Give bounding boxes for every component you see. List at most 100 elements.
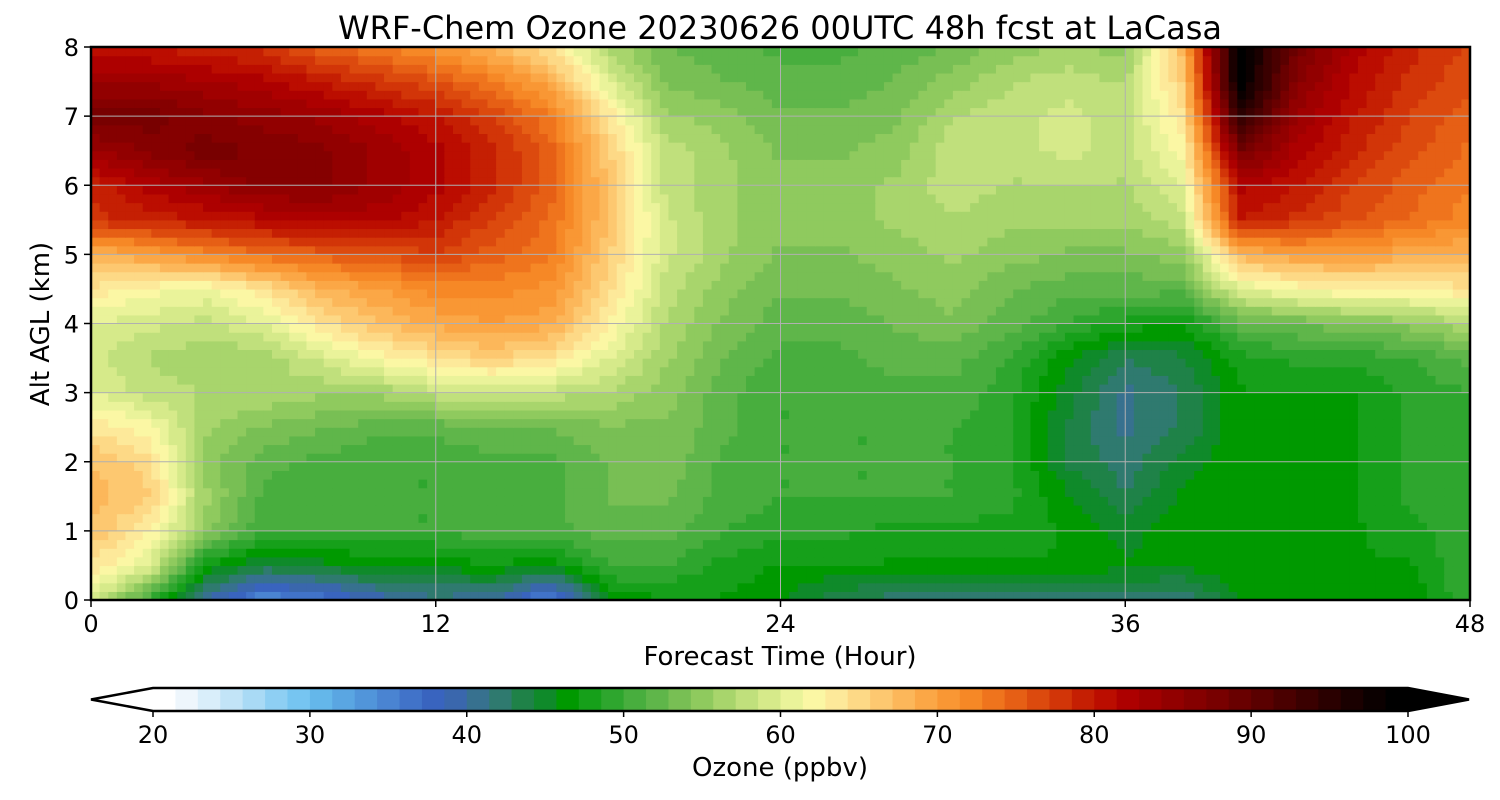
- heatmap-cell: [280, 591, 290, 601]
- heatmap-cell: [1349, 409, 1359, 420]
- heatmap-cell: [1056, 530, 1066, 541]
- heatmap-cell: [168, 453, 178, 463]
- heatmap-cell: [918, 366, 928, 376]
- heatmap-cell: [125, 340, 135, 351]
- heatmap-cell: [521, 444, 532, 454]
- heatmap-cell: [1082, 401, 1092, 411]
- heatmap-cell: [1064, 392, 1075, 402]
- heatmap-cell: [556, 392, 566, 402]
- heatmap-cell: [599, 349, 609, 359]
- heatmap-cell: [806, 418, 816, 428]
- heatmap-cell: [530, 332, 540, 342]
- heatmap-cell: [340, 401, 351, 411]
- heatmap-cell: [1116, 453, 1126, 463]
- heatmap-cell: [1099, 548, 1109, 558]
- heatmap-cell: [832, 470, 842, 480]
- heatmap-cell: [1323, 375, 1333, 385]
- heatmap-cell: [754, 539, 764, 549]
- heatmap-cell: [159, 470, 170, 480]
- heatmap-cell: [883, 358, 894, 368]
- heatmap-cell: [1039, 418, 1049, 428]
- heatmap-cell: [478, 427, 489, 437]
- heatmap-cell: [892, 582, 902, 592]
- heatmap-cell: [832, 548, 842, 558]
- heatmap-cell: [375, 522, 385, 532]
- heatmap-cell: [1254, 332, 1264, 342]
- heatmap-cell: [771, 392, 782, 402]
- heatmap-cell: [1237, 582, 1247, 592]
- heatmap-cell: [1125, 530, 1135, 541]
- heatmap-cell: [1323, 487, 1333, 497]
- heatmap-cell: [625, 582, 635, 592]
- heatmap-cell: [616, 392, 626, 402]
- heatmap-cell: [1306, 409, 1316, 420]
- heatmap-cell: [1073, 522, 1083, 532]
- heatmap-cell: [892, 340, 902, 351]
- heatmap-cell: [1108, 340, 1118, 351]
- heatmap-cell: [806, 444, 816, 454]
- heatmap-cell: [573, 340, 583, 351]
- heatmap-cell: [99, 513, 109, 523]
- heatmap-cell: [108, 453, 118, 463]
- heatmap-cell: [1142, 358, 1152, 368]
- heatmap-cell: [366, 539, 377, 549]
- heatmap-cell: [1211, 565, 1221, 575]
- heatmap-cell: [521, 401, 532, 411]
- heatmap-cell: [1392, 591, 1402, 601]
- heatmap-cell: [194, 504, 204, 515]
- heatmap-cell: [185, 591, 196, 601]
- heatmap-cell: [866, 539, 876, 549]
- heatmap-cell: [168, 375, 178, 385]
- heatmap-cell: [1004, 409, 1014, 420]
- heatmap-cell: [1202, 409, 1213, 420]
- heatmap-cell: [1168, 513, 1178, 523]
- heatmap-cell: [901, 565, 911, 575]
- heatmap-cell: [565, 574, 575, 584]
- heatmap-cell: [1245, 453, 1256, 463]
- heatmap-cell: [1004, 427, 1014, 437]
- heatmap-cell: [220, 556, 230, 567]
- heatmap-cell: [918, 332, 928, 342]
- heatmap-cell: [1254, 513, 1264, 523]
- heatmap-cell: [1125, 574, 1135, 584]
- heatmap-cell: [875, 591, 885, 601]
- heatmap-cell: [99, 358, 109, 368]
- heatmap-cell: [461, 392, 471, 402]
- heatmap-cell: [677, 409, 687, 420]
- heatmap-cell: [1401, 539, 1411, 549]
- heatmap-cell: [409, 383, 420, 394]
- heatmap-cell: [271, 479, 282, 489]
- heatmap-cell: [220, 574, 230, 584]
- heatmap-cell: [461, 565, 471, 575]
- heatmap-cell: [978, 513, 988, 523]
- heatmap-cell: [737, 530, 747, 541]
- heatmap-cell: [616, 513, 626, 523]
- heatmap-cell: [1289, 427, 1299, 437]
- heatmap-cell: [1444, 470, 1454, 480]
- heatmap-cell: [1237, 409, 1247, 420]
- heatmap-cell: [340, 383, 351, 394]
- heatmap-cell: [582, 332, 592, 342]
- heatmap-cell: [1064, 530, 1075, 541]
- heatmap-cell: [1401, 340, 1411, 351]
- heatmap-cell: [401, 461, 411, 471]
- heatmap-cell: [590, 470, 601, 480]
- heatmap-cell: [952, 453, 963, 463]
- heatmap-cell: [780, 582, 790, 592]
- heatmap-cell: [263, 453, 273, 463]
- heatmap-cell: [1280, 461, 1290, 471]
- heatmap-cell: [1142, 418, 1152, 428]
- heatmap-cell: [547, 453, 558, 463]
- heatmap-cell: [1168, 470, 1178, 480]
- heatmap-cell: [737, 349, 747, 359]
- heatmap-cell: [1185, 409, 1195, 420]
- heatmap-cell: [358, 487, 368, 497]
- heatmap-cell: [228, 427, 239, 437]
- heatmap-cell: [728, 496, 739, 506]
- heatmap-cell: [944, 366, 954, 376]
- heatmap-cell: [1444, 591, 1454, 601]
- heatmap-cell: [1133, 375, 1144, 385]
- heatmap-cell: [1332, 487, 1342, 497]
- heatmap-cell: [478, 530, 489, 541]
- heatmap-cell: [444, 530, 454, 541]
